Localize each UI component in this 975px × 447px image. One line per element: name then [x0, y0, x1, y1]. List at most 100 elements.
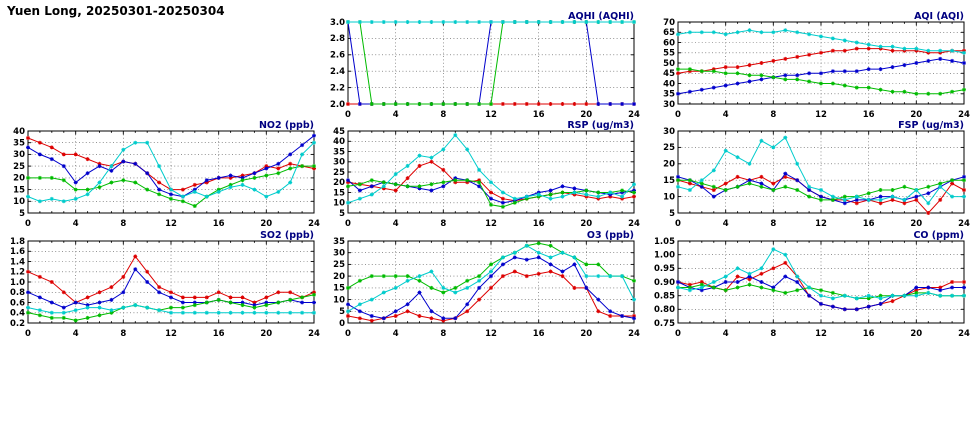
svg-text:4: 4 [723, 329, 729, 339]
svg-text:4: 4 [393, 329, 399, 339]
svg-text:15: 15 [13, 185, 25, 195]
svg-text:0.80: 0.80 [654, 305, 675, 315]
svg-text:4: 4 [723, 110, 729, 120]
svg-text:4: 4 [73, 329, 79, 339]
chart-title: CO (ppm) [913, 230, 964, 241]
x-axis-labels: 0 4 8 12 16 20 24 [345, 110, 640, 120]
chart-so2: 0.20.40.60.81.01.21.41.61.80 4 8 12 16 20 24SO… [10, 230, 320, 339]
svg-text:30: 30 [13, 150, 25, 160]
svg-text:4: 4 [723, 219, 729, 229]
svg-text:8: 8 [770, 110, 776, 120]
svg-text:1.0: 1.0 [10, 278, 25, 288]
svg-text:20: 20 [333, 272, 345, 282]
svg-text:16: 16 [863, 219, 875, 229]
svg-text:1.2: 1.2 [10, 268, 25, 278]
gridlines [678, 22, 964, 104]
svg-text:60: 60 [663, 38, 675, 48]
svg-text:55: 55 [663, 49, 675, 59]
svg-text:1.00: 1.00 [654, 251, 675, 261]
svg-text:2.0: 2.0 [330, 100, 345, 110]
svg-text:24: 24 [308, 329, 320, 339]
svg-text:0: 0 [345, 110, 351, 120]
svg-text:1.8: 1.8 [10, 237, 25, 247]
chart-title: AQI (AQI) [914, 11, 964, 22]
svg-text:0: 0 [675, 110, 681, 120]
series-cyan [676, 247, 966, 301]
series-blue [346, 255, 636, 321]
svg-text:10: 10 [13, 197, 25, 207]
svg-text:16: 16 [213, 329, 225, 339]
svg-text:24: 24 [958, 329, 970, 339]
svg-text:20: 20 [260, 329, 272, 339]
svg-text:16: 16 [863, 329, 875, 339]
svg-text:45: 45 [663, 69, 675, 79]
svg-text:0: 0 [345, 219, 351, 229]
svg-text:5: 5 [19, 209, 25, 219]
x-axis-labels: 0 4 8 12 16 20 24 [675, 110, 970, 120]
svg-text:25: 25 [333, 168, 345, 178]
svg-text:0: 0 [25, 219, 31, 229]
svg-text:0.90: 0.90 [654, 278, 675, 288]
svg-text:3.0: 3.0 [330, 18, 345, 28]
svg-text:16: 16 [213, 219, 225, 229]
series-red [676, 46, 966, 76]
series-green [676, 67, 966, 96]
svg-text:4: 4 [393, 219, 399, 229]
series-cyan [26, 140, 316, 204]
svg-text:35: 35 [13, 139, 25, 149]
svg-text:20: 20 [260, 219, 272, 229]
svg-text:0.8: 0.8 [10, 288, 25, 298]
svg-text:0: 0 [675, 219, 681, 229]
svg-text:4: 4 [73, 219, 79, 229]
svg-text:0: 0 [675, 329, 681, 339]
svg-text:12: 12 [485, 329, 497, 339]
chart-title: AQHI (AQHI) [568, 11, 634, 22]
svg-text:2.8: 2.8 [330, 34, 345, 44]
svg-text:8: 8 [120, 219, 126, 229]
svg-text:5: 5 [669, 209, 675, 219]
x-axis-labels: 0 4 8 12 16 20 24 [345, 219, 640, 229]
plot-border [677, 130, 965, 214]
svg-text:5: 5 [339, 307, 345, 317]
x-axis-labels: 0 4 8 12 16 20 24 [345, 329, 640, 339]
y-axis-labels: 0.75 0.80 0.85 0.90 0.95 1.00 1.05 [654, 237, 675, 329]
chart-title: FSP (ug/m3) [898, 120, 964, 131]
page-title: Yuen Long, 20250301-20250304 [7, 4, 225, 18]
svg-text:12: 12 [485, 219, 497, 229]
svg-text:20: 20 [13, 174, 25, 184]
svg-text:12: 12 [815, 219, 827, 229]
chart-fsp: 5 10 15 20 25 30 0 4 8 12 16 20 24 FSP (ug/m3) [663, 120, 970, 229]
svg-text:0.2: 0.2 [10, 319, 25, 329]
chart-title: RSP (ug/m3) [567, 120, 634, 131]
x-axis-labels: 0 4 8 12 16 20 24 [25, 219, 320, 229]
svg-text:8: 8 [440, 219, 446, 229]
plot-border [27, 240, 315, 324]
series-cyan [676, 135, 966, 206]
svg-text:2.6: 2.6 [330, 51, 345, 61]
svg-text:24: 24 [628, 329, 640, 339]
svg-text:20: 20 [580, 110, 592, 120]
gridlines [348, 241, 634, 323]
svg-text:12: 12 [815, 329, 827, 339]
series-cyan [26, 303, 316, 315]
series-blue [676, 274, 966, 312]
svg-text:10: 10 [333, 295, 345, 305]
chart-aqhi: 2.0 2.2 2.4 2.6 2.8 3.0 0 4 8 12 16 20 24 AQHI (AQHI) [330, 11, 640, 120]
svg-text:8: 8 [770, 329, 776, 339]
svg-text:2.2: 2.2 [330, 83, 345, 93]
svg-text:0.4: 0.4 [10, 309, 25, 319]
x-axis-labels: 0 4 8 12 16 20 24 [675, 219, 970, 229]
svg-text:20: 20 [333, 178, 345, 188]
plot-border [347, 130, 635, 214]
series-cyan [346, 243, 636, 314]
svg-text:16: 16 [863, 110, 875, 120]
chart-co: 0.75 0.80 0.85 0.90 0.95 1.00 1.05 0 4 8 12 16 20 24 C… [654, 230, 970, 339]
svg-text:40: 40 [663, 79, 675, 89]
